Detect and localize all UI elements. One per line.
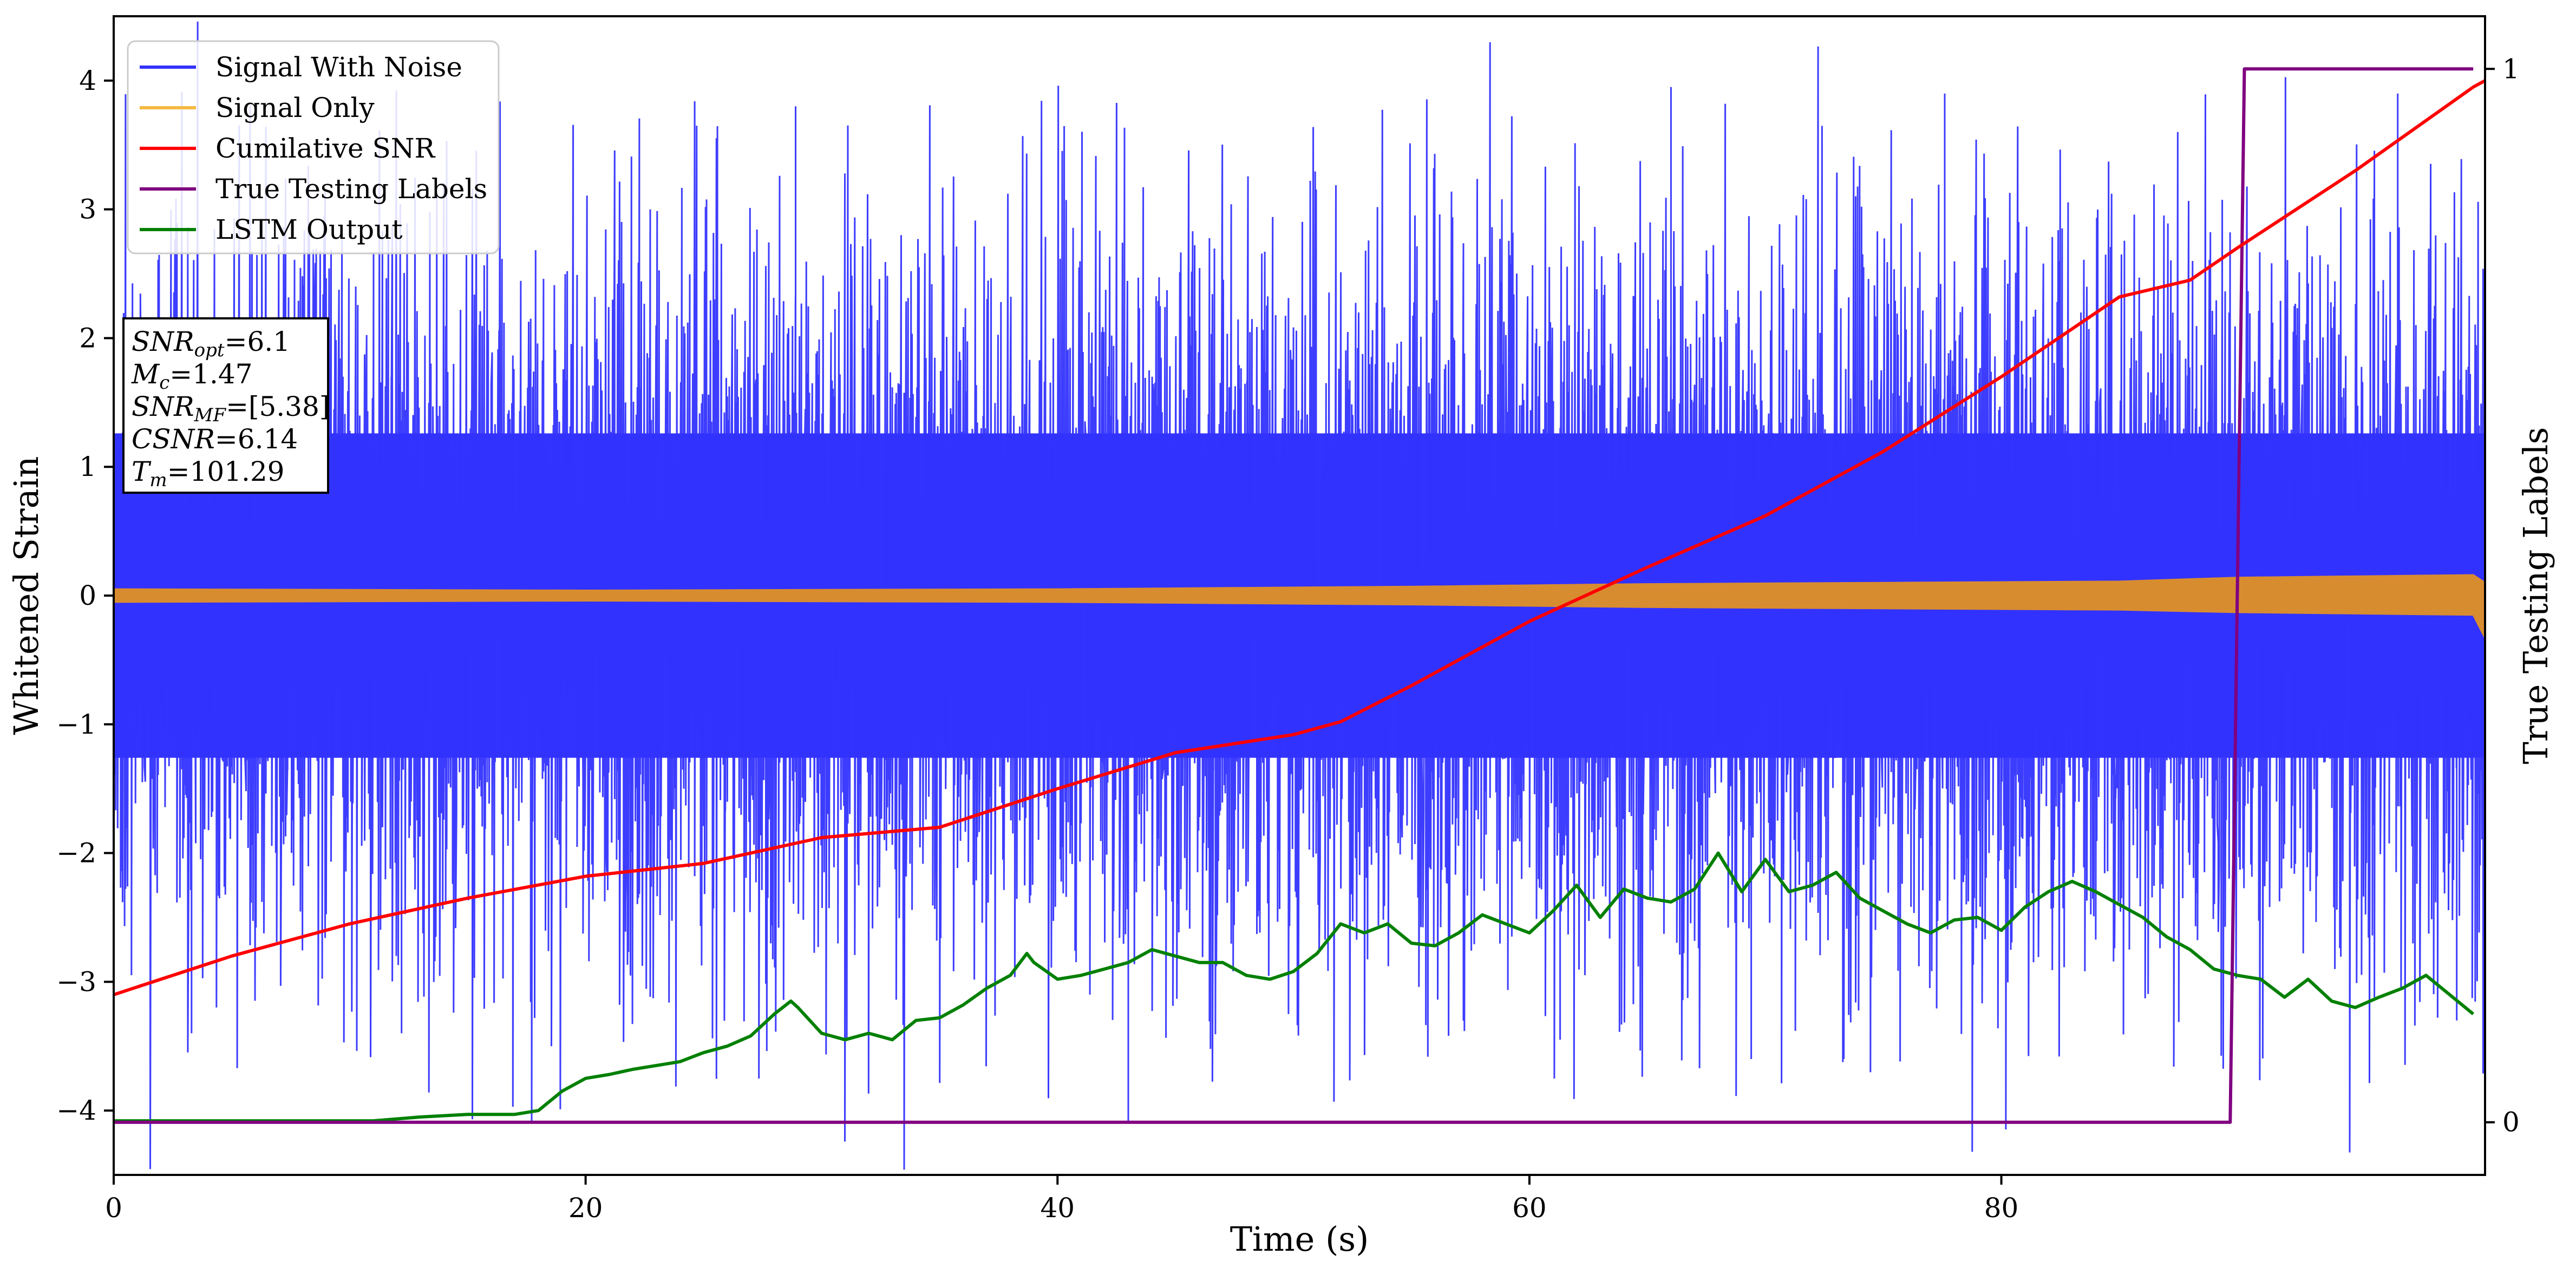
signal-with-noise-line bbox=[114, 21, 2485, 1170]
right-y-tick-label: 0 bbox=[2502, 1107, 2520, 1138]
y-tick-label: 4 bbox=[79, 65, 96, 96]
x-axis-label: Time (s) bbox=[1230, 1219, 1369, 1259]
y-tick-label: −2 bbox=[56, 838, 96, 869]
y-tick-label: −4 bbox=[56, 1095, 96, 1126]
y-tick-label: 1 bbox=[79, 451, 96, 482]
y-tick-label: −3 bbox=[56, 966, 96, 997]
y-tick-label: 3 bbox=[79, 194, 96, 225]
legend-label: Signal Only bbox=[215, 92, 375, 123]
x-tick-label: 60 bbox=[1512, 1192, 1547, 1224]
x-tick-label: 0 bbox=[105, 1192, 122, 1224]
signal-only-band bbox=[114, 574, 2485, 639]
legend-label: Cumilative SNR bbox=[215, 133, 435, 164]
legend-label: Signal With Noise bbox=[215, 51, 462, 83]
y-axis-label: Whitened Strain bbox=[6, 456, 46, 735]
line-series-group bbox=[114, 67, 2485, 1124]
annotation-line: SNRMF=[5.38] bbox=[132, 391, 330, 426]
plot-area bbox=[114, 21, 2485, 1170]
right-y-tick-label: 1 bbox=[2502, 53, 2520, 84]
legend-label: True Testing Labels bbox=[215, 173, 487, 205]
true-testing-labels-line bbox=[114, 67, 2474, 1124]
x-tick-label: 80 bbox=[1984, 1192, 2019, 1224]
y-tick-label: −1 bbox=[56, 709, 96, 740]
annotation-line: Mc=1.47 bbox=[131, 358, 252, 394]
x-tick-label: 20 bbox=[568, 1192, 603, 1224]
parameter-annotation-box: SNRopt=6.1Mc=1.47SNRMF=[5.38]CSNR=6.14Tm… bbox=[122, 317, 330, 494]
annotation-line: SNRopt=6.1 bbox=[132, 326, 290, 361]
y-tick-label: 2 bbox=[79, 322, 96, 354]
signal-only-series bbox=[114, 574, 2485, 639]
legend-box bbox=[127, 40, 500, 254]
annotation-line: CSNR=6.14 bbox=[132, 423, 298, 455]
cumulative-snr-line bbox=[114, 79, 2485, 996]
y-tick-label: 0 bbox=[79, 580, 96, 611]
legend: Signal With Noise Signal Only Cumilative S… bbox=[127, 40, 500, 254]
annotation-line: Tm=101.29 bbox=[132, 456, 284, 491]
lstm-output-line bbox=[114, 851, 2475, 1123]
annotation-box-frame bbox=[122, 317, 329, 494]
x-tick-label: 40 bbox=[1040, 1192, 1075, 1224]
right-y-axis-label: True Testing Labels bbox=[2516, 427, 2555, 765]
legend-label: LSTM Output bbox=[215, 214, 402, 245]
